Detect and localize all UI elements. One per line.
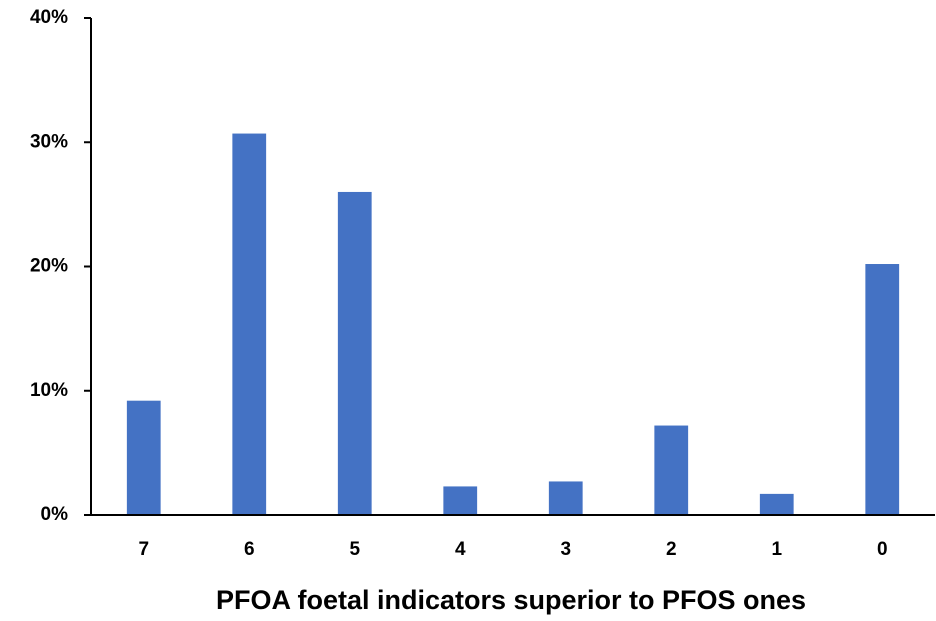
x-tick-label: 2 <box>666 539 677 560</box>
x-tick-label: 5 <box>349 539 360 560</box>
x-tick-label: 3 <box>560 539 571 560</box>
y-tick-label: 10% <box>30 380 68 401</box>
x-tick-label: 0 <box>877 539 888 560</box>
x-axis-title: PFOA foetal indicators superior to PFOS … <box>216 585 806 615</box>
bar <box>337 191 372 515</box>
y-tick-label: 0% <box>41 504 69 525</box>
x-tick-label: 4 <box>455 539 466 560</box>
y-tick-label: 40% <box>30 7 68 28</box>
y-tick-label: 30% <box>30 131 68 152</box>
y-tick-label: 20% <box>30 256 68 277</box>
x-tick-label: 7 <box>138 539 149 560</box>
x-tick-label: 1 <box>771 539 782 560</box>
bar <box>232 133 267 516</box>
bar <box>654 425 689 515</box>
bar <box>443 486 478 515</box>
bar <box>548 481 583 515</box>
bar <box>759 493 794 515</box>
bar <box>126 400 161 515</box>
x-tick-label: 6 <box>244 539 255 560</box>
bar <box>865 264 900 515</box>
